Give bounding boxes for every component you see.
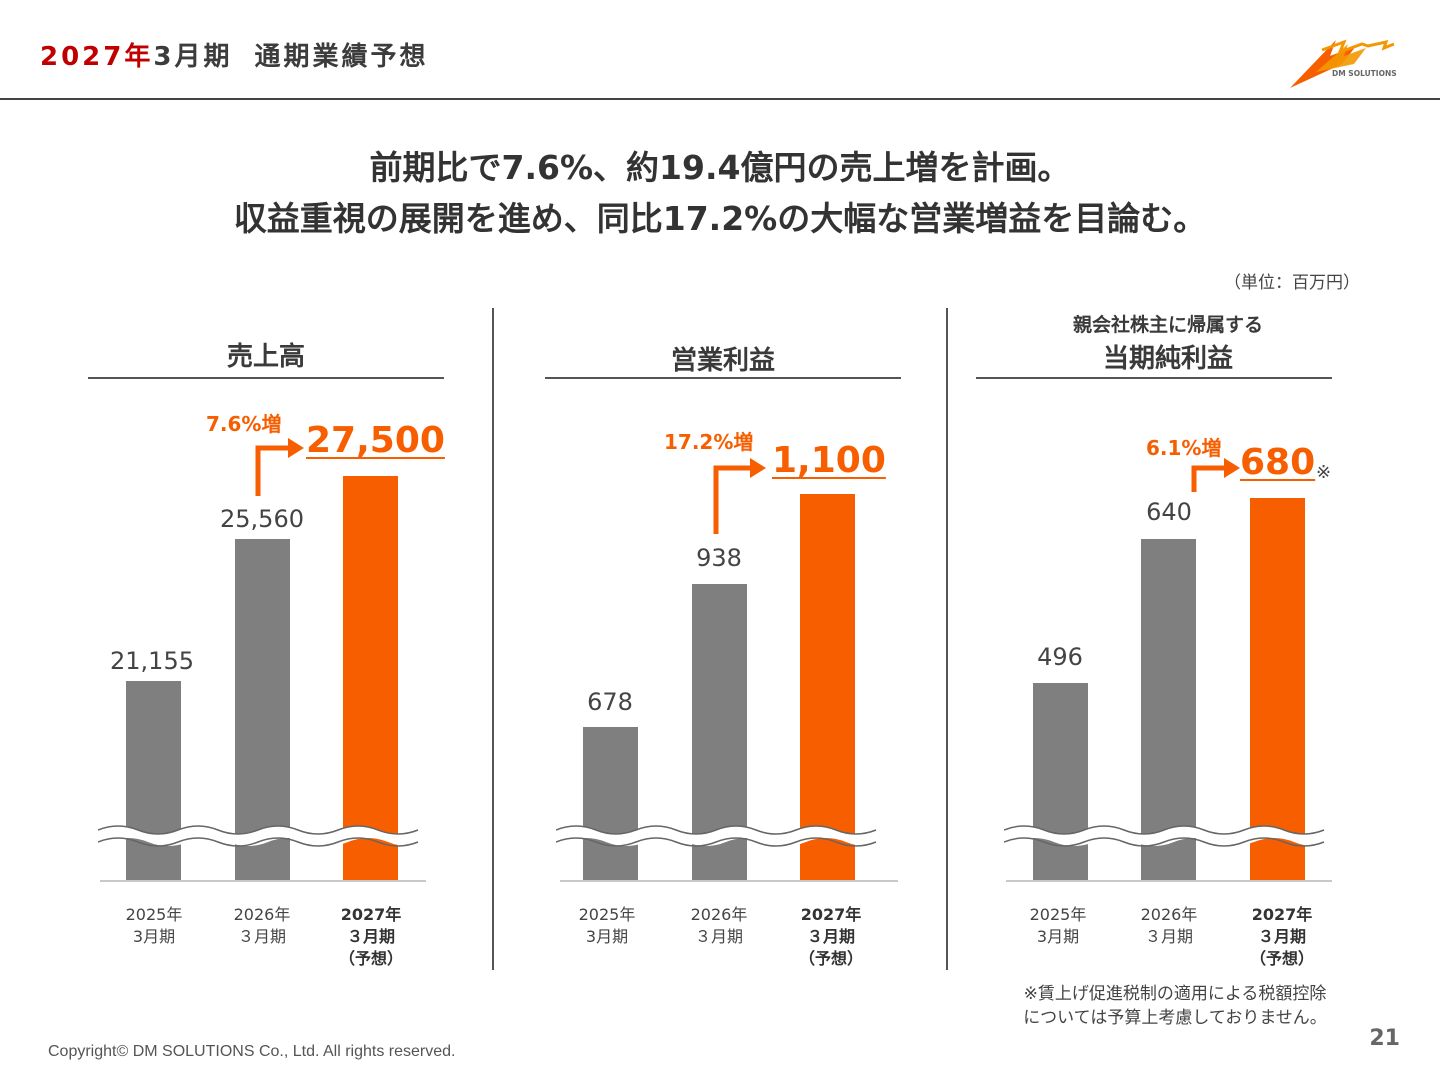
header-divider [0,98,1440,100]
x-tick-label: 2026年 ３月期 [233,905,291,946]
bar-value-label: 678 [587,688,633,716]
bar-2027-forecast [1250,498,1305,880]
unit-label: （単位：百万円） [1224,273,1360,293]
panel-title: 営業利益 [670,346,775,376]
bar-2025 [126,681,181,880]
x-axis [560,880,898,882]
bar-2026 [1141,539,1196,880]
bar-value-label: 25,560 [220,505,304,533]
x-tick-label: 2026年 ３月期 [690,905,748,946]
x-tick-label: 2027年 ３月期 （予想） [1249,905,1314,968]
footnote-line-1: ※賃上げ促進税制の適用による税額控除 [1023,984,1327,1004]
growth-label: 7.6%増 [206,412,282,436]
x-axis [100,880,426,882]
bar-2027-forecast [800,494,855,880]
x-tick-label: 2027年 ３月期 （予想） [338,905,403,968]
footnote-line-2: については予算上考慮しておりません。 [1023,1008,1327,1028]
page-title-year: 2027年 [40,42,154,72]
copyright: Copyright© DM SOLUTIONS Co., Ltd. All ri… [48,1043,456,1060]
footnote: ※賃上げ促進税制の適用による税額控除 については予算上考慮しておりません。 [1000,982,1350,1030]
page-title-main: 通期業績予想 [254,42,429,72]
x-tick-label: 2026年 ３月期 [1140,905,1198,946]
panel-title-rule [88,377,444,379]
x-axis [1006,880,1332,882]
growth-arrow-icon [713,458,766,534]
forecast-value: 27,500 [306,420,445,461]
panel-title-small: 親会社株主に帰属する [1072,314,1263,336]
x-tick-label: 2027年 ３月期 （予想） [798,905,863,968]
bar-value-label: 21,155 [110,647,194,675]
forecast-value: 680 [1240,442,1316,483]
axis-break-mark [1004,825,1334,847]
x-tick-label: 2025年 3月期 [578,905,636,946]
bar-2025 [1033,683,1088,880]
bar-2027-forecast [343,476,398,880]
x-tick-label: 2025年 3月期 [1029,905,1087,946]
bar-value-label: 640 [1146,498,1192,526]
logo-text: DM SOLUTIONS [1332,69,1397,78]
bar-2026 [235,539,290,880]
page-title-period: 3月期 [153,42,233,72]
page-title: 2027年3月期 通期業績予想 [40,36,428,73]
panel-title: 売上高 [226,342,305,372]
forecast-note-mark: ※ [1316,462,1332,483]
bar-value-label: 938 [696,544,742,572]
headline-line-1: 前期比で7.6%、約19.4億円の売上増を計画。 [369,148,1071,187]
bar-2025 [583,727,638,880]
panel-divider-2 [946,308,948,970]
dm-solutions-logo-icon: DM SOLUTIONS [1290,39,1397,88]
axis-break-mark [98,825,428,847]
headline-line-2: 収益重視の展開を進め、同比17.2%の大幅な営業増益を目論む。 [233,199,1207,238]
panel-title-rule [545,377,901,379]
forecast-value: 1,100 [772,440,886,481]
panel-title: 当期純利益 [1102,344,1233,374]
x-tick-label: 2025年 3月期 [125,905,183,946]
growth-arrow-icon [1191,458,1240,492]
growth-arrow-icon [255,438,304,496]
axis-break-mark [556,825,886,847]
panel-divider-1 [492,308,494,970]
bar-value-label: 496 [1037,643,1083,671]
panel-title-rule [976,377,1332,379]
page-number: 21 [1369,1026,1400,1051]
growth-label: 17.2%増 [664,430,754,454]
growth-label: 6.1%増 [1146,436,1222,460]
headline: 前期比で7.6%、約19.4億円の売上増を計画。 収益重視の展開を進め、同比17… [0,142,1440,244]
